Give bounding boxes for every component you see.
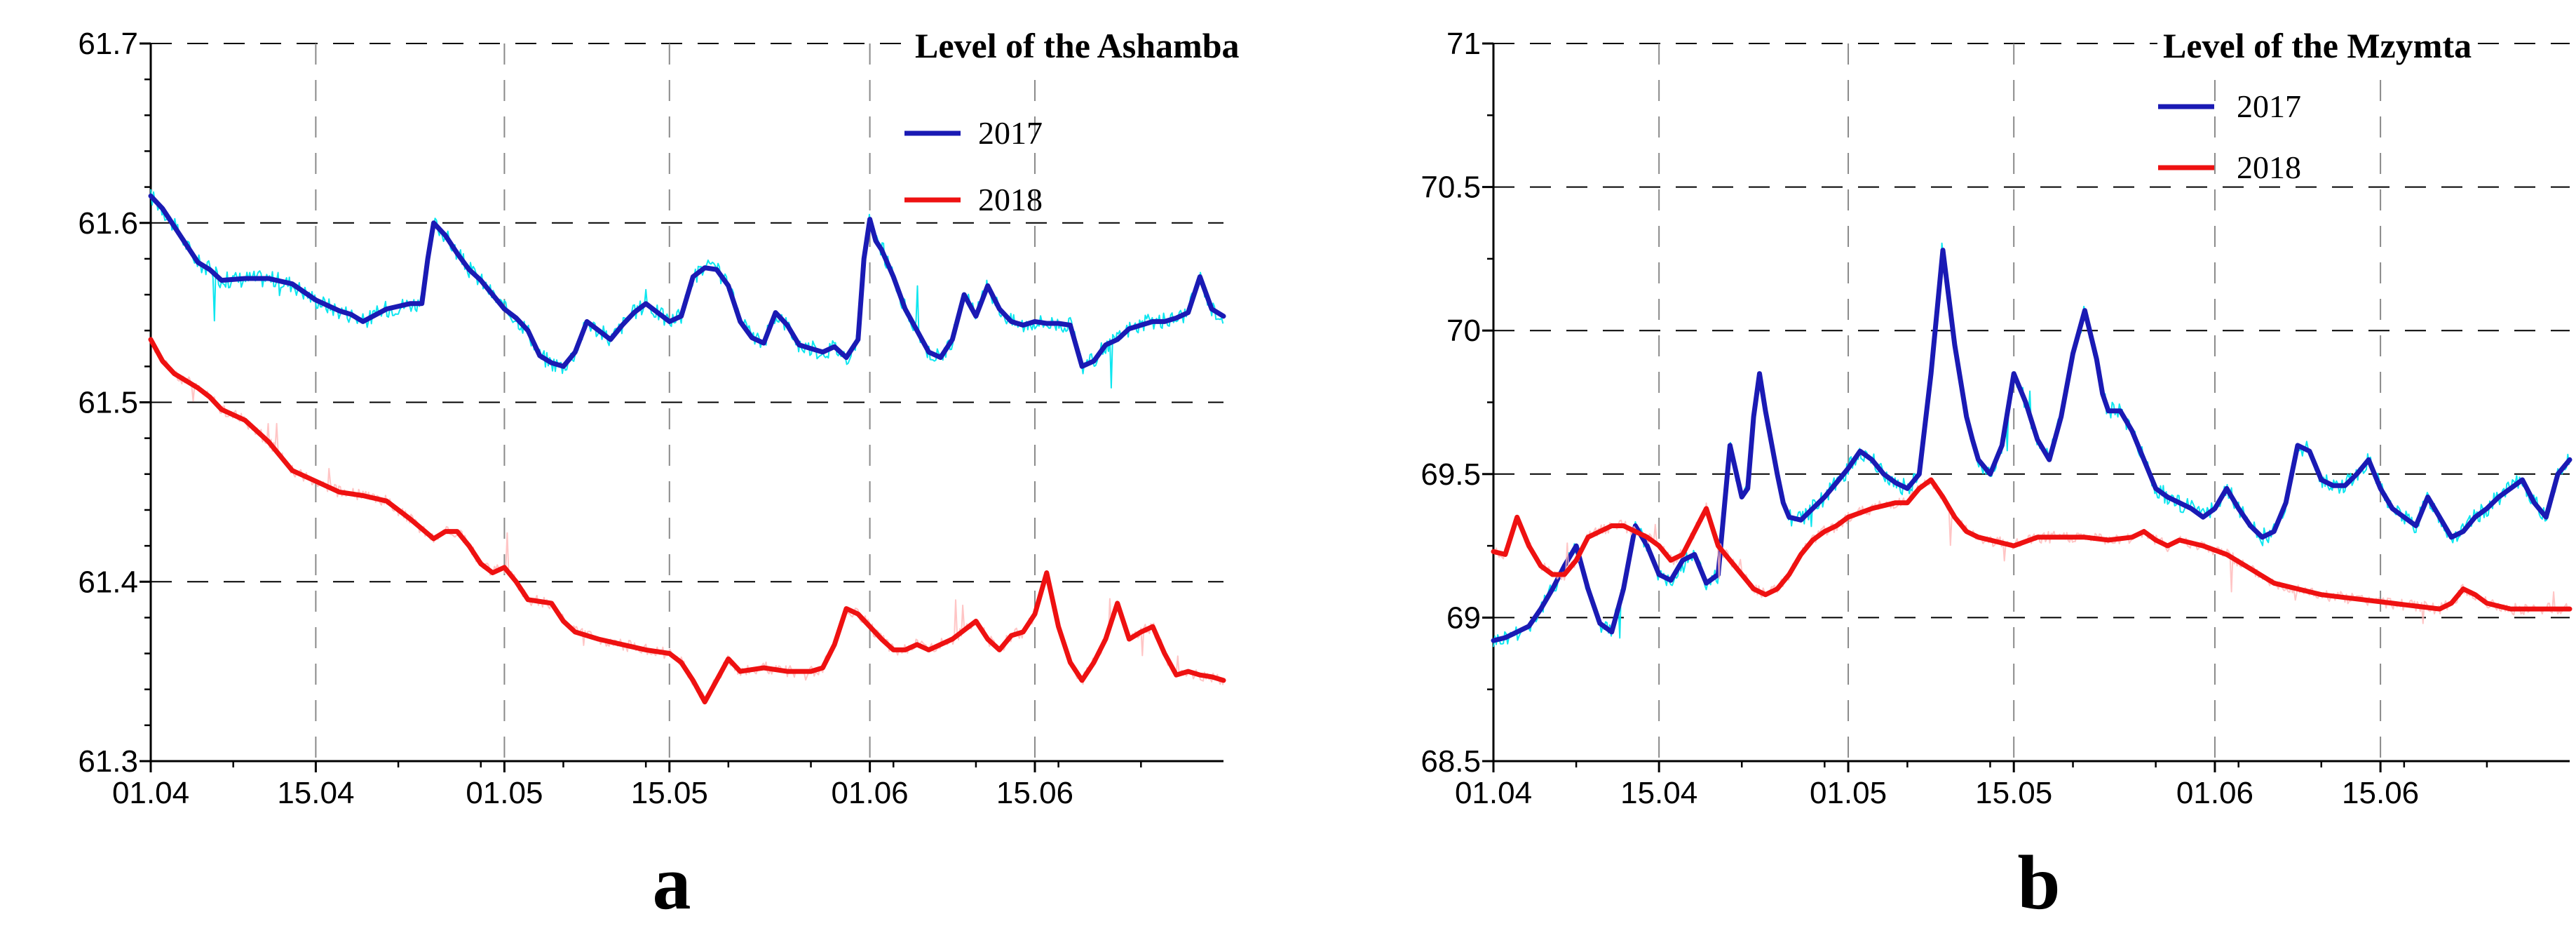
- y-tick-label: 71: [1446, 27, 1481, 61]
- legend-label-2017: 2017: [2237, 88, 2301, 124]
- legend-label-2018: 2018: [978, 182, 1043, 217]
- x-tick-label: 01.04: [112, 776, 189, 810]
- series-2018-line: [1491, 477, 2572, 612]
- x-tick-label: 01.06: [832, 776, 909, 810]
- panel-a-ashamba-chart: 61.3 61.4 61.5 61.6 61.7 01.04 15.04 01.05 15.05…: [78, 23, 1245, 925]
- x-tick-label: 01.06: [2176, 776, 2253, 810]
- x-tick-label: 15.04: [277, 776, 354, 810]
- series-2017-raw-line: [150, 189, 1224, 389]
- series-2017-line: [1491, 248, 2572, 643]
- series-2018-raw-line: [1493, 478, 2570, 624]
- chart-title: Level of the Ashamba: [915, 26, 1240, 65]
- x-tick-label: 15.04: [1620, 776, 1697, 810]
- series-2017-raw-line: [1493, 242, 2570, 647]
- x-tick-label: 01.05: [466, 776, 543, 810]
- series-2018-line: [148, 337, 1226, 705]
- chart-title: Level of the Mzymta: [2163, 26, 2472, 65]
- y-tick-label: 69.5: [1421, 457, 1481, 492]
- x-tick-label: 15.06: [2342, 776, 2419, 810]
- y-tick-label: 61.3: [78, 744, 138, 779]
- y-tick-label: 61.4: [78, 565, 138, 599]
- y-tick-label: 70: [1446, 314, 1481, 348]
- y-tick-label: 70.5: [1421, 170, 1481, 205]
- legend-label-2017: 2017: [978, 115, 1043, 151]
- title-backdrop: [909, 23, 1245, 68]
- x-tick-label: 01.05: [1810, 776, 1887, 810]
- series-2017-line: [148, 193, 1226, 369]
- x-tick-label: 15.06: [996, 776, 1073, 810]
- panel-b-mzymta-chart: 68.5 69 69.5 70 70.5 71 01.04 15.04 01.05 15.05 01…: [1421, 23, 2572, 925]
- y-tick-label: 68.5: [1421, 744, 1481, 779]
- panel-label: b: [2017, 840, 2060, 925]
- x-tick-label: 01.04: [1455, 776, 1532, 810]
- y-tick-label: 69: [1446, 600, 1481, 635]
- title-backdrop: [2157, 23, 2478, 68]
- legend-label-2018: 2018: [2237, 149, 2301, 185]
- x-tick-label: 15.05: [631, 776, 708, 810]
- panel-label: a: [653, 840, 691, 925]
- y-tick-label: 61.5: [78, 386, 138, 420]
- y-tick-label: 61.6: [78, 206, 138, 241]
- y-tick-label: 61.7: [78, 27, 138, 61]
- x-tick-label: 15.05: [1975, 776, 2052, 810]
